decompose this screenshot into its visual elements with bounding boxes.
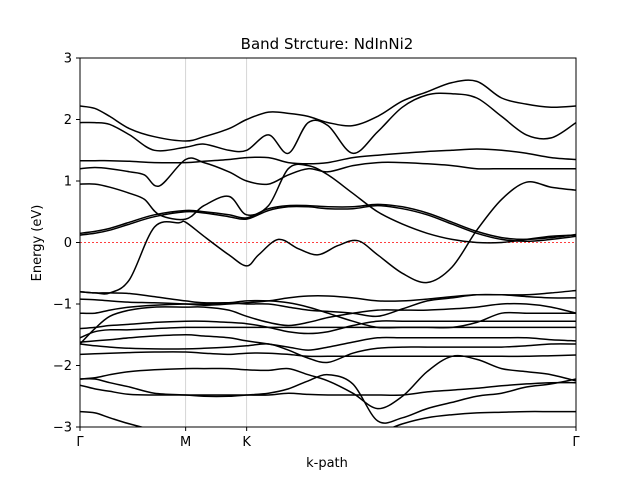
- y-tick-label: −2: [53, 359, 72, 374]
- band-line-5: [80, 351, 576, 358]
- band-line-17: [80, 163, 576, 244]
- band-line-3: [80, 373, 576, 424]
- band-line-18: [80, 157, 576, 188]
- y-tick-label: 1: [64, 175, 72, 190]
- band-line-9: [80, 320, 576, 335]
- band-line-8: [80, 326, 576, 339]
- band-line-2: [80, 381, 576, 396]
- x-tick-label: K: [242, 435, 251, 450]
- chart-title: Band Strcture: NdInNi2: [241, 35, 414, 53]
- y-tick-label: 2: [64, 113, 72, 128]
- band-line-11: [80, 299, 576, 329]
- band-line-20: [80, 92, 576, 155]
- y-tick-label: −1: [53, 298, 72, 313]
- x-tick-label: Γ: [76, 435, 84, 450]
- x-tick-label: Γ: [572, 435, 580, 450]
- y-tick-label: −3: [53, 421, 72, 436]
- band-line-6: [80, 343, 576, 364]
- band-line-4: [80, 354, 576, 410]
- x-tick-label: M: [180, 435, 191, 450]
- band-line-10: [80, 302, 576, 345]
- band-line-16: [80, 203, 576, 241]
- band-line-21: [80, 79, 576, 142]
- y-axis-ticks: 3 2 1 0 −1 −2 −3: [53, 52, 80, 436]
- band-line-7: [80, 334, 576, 351]
- band-line-19: [80, 148, 576, 165]
- y-axis-label: Energy (eV): [30, 205, 45, 282]
- band-line-13: [80, 289, 576, 318]
- band-line-14: [80, 181, 576, 295]
- band-line-15: [80, 204, 576, 243]
- x-axis-label: k-path: [306, 456, 348, 471]
- band-line-1: [80, 410, 576, 427]
- y-tick-label: 0: [64, 236, 72, 251]
- bands-group: [80, 79, 576, 427]
- y-tick-label: 3: [64, 52, 72, 67]
